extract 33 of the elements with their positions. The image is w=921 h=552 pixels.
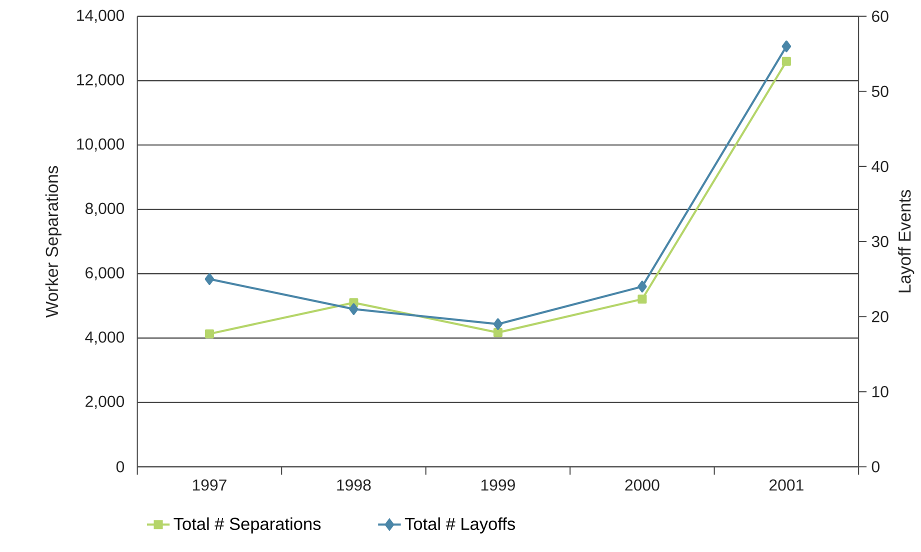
y2-tick-label: 40 bbox=[872, 160, 888, 172]
point bbox=[782, 56, 791, 66]
y2-axis-title: Layoff Events bbox=[898, 190, 914, 292]
point bbox=[349, 303, 358, 315]
y2-tick-label: 50 bbox=[872, 86, 888, 97]
y-tick-label: 10,000 bbox=[77, 138, 124, 152]
point bbox=[493, 328, 502, 337]
y-tick-label: 2,000 bbox=[86, 396, 124, 409]
point bbox=[204, 329, 214, 338]
point bbox=[782, 40, 792, 52]
x-tick-label: 1999 bbox=[481, 479, 515, 491]
x-tick-label: 2000 bbox=[625, 479, 660, 491]
point bbox=[638, 294, 647, 304]
point bbox=[493, 318, 503, 330]
y2-tick-label: 60 bbox=[872, 10, 888, 22]
y-tick-label: 14,000 bbox=[77, 10, 124, 23]
x-tick-label: 1998 bbox=[337, 479, 371, 491]
y-axis-title: Worker Separations bbox=[45, 166, 62, 318]
x-tick-label: 2001 bbox=[769, 479, 804, 491]
y2-tick-label: 20 bbox=[872, 310, 888, 322]
point bbox=[638, 280, 647, 292]
y-tick-label: 4,000 bbox=[85, 331, 124, 345]
y2-tick-label: 10 bbox=[872, 386, 888, 398]
legend-label: Total # Separations bbox=[174, 517, 321, 534]
y-tick-label: 0 bbox=[116, 460, 124, 472]
legend-label: Total # Layoffs bbox=[404, 517, 515, 534]
y-tick-label: 8,000 bbox=[85, 202, 124, 216]
point bbox=[204, 273, 214, 285]
x-tick-label: 1997 bbox=[192, 479, 226, 491]
y-tick-label: 12,000 bbox=[77, 74, 124, 88]
y2-tick-label: 0 bbox=[872, 460, 880, 472]
y-tick-label: 6,000 bbox=[86, 267, 124, 280]
y2-tick-label: 30 bbox=[872, 236, 888, 248]
